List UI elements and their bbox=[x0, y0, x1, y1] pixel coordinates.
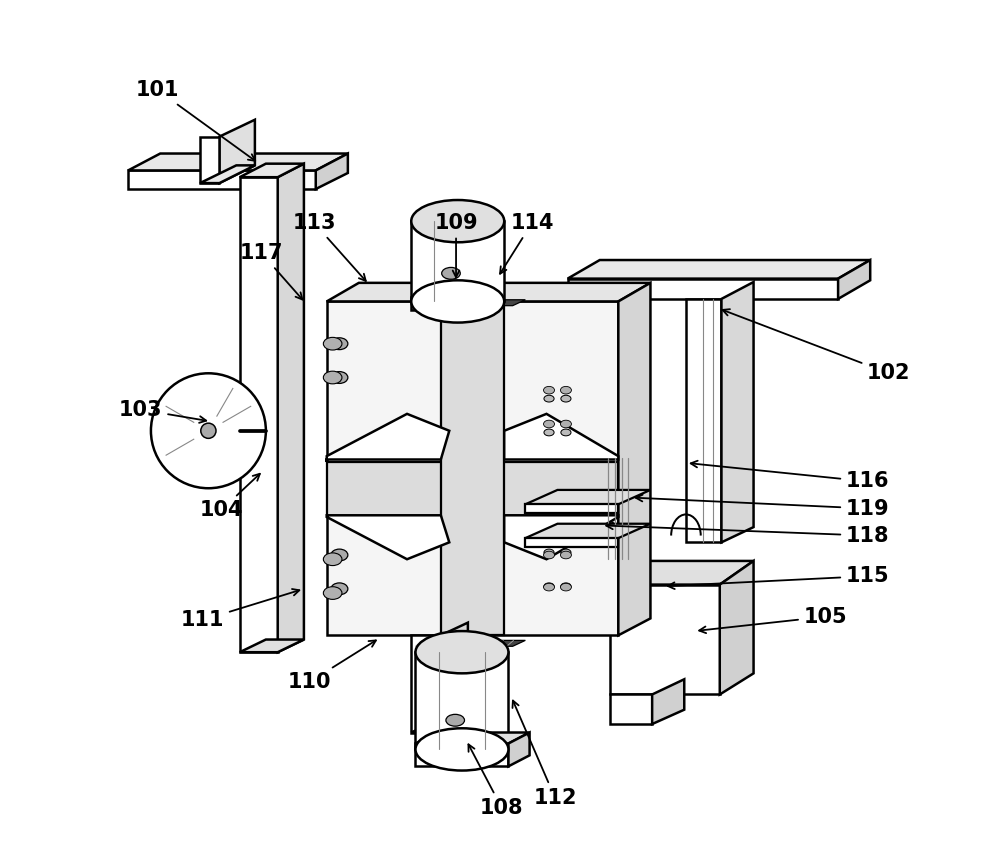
Ellipse shape bbox=[560, 583, 571, 591]
Ellipse shape bbox=[561, 550, 571, 555]
Polygon shape bbox=[721, 282, 754, 543]
Polygon shape bbox=[240, 177, 278, 652]
Text: 104: 104 bbox=[199, 474, 260, 520]
Polygon shape bbox=[411, 640, 525, 646]
Polygon shape bbox=[525, 490, 650, 505]
Polygon shape bbox=[618, 283, 650, 635]
Polygon shape bbox=[504, 414, 618, 460]
Ellipse shape bbox=[544, 429, 554, 436]
Ellipse shape bbox=[411, 200, 504, 243]
Text: 109: 109 bbox=[434, 213, 478, 277]
Polygon shape bbox=[240, 639, 304, 652]
Ellipse shape bbox=[544, 387, 555, 394]
Ellipse shape bbox=[442, 267, 460, 279]
Text: 105: 105 bbox=[699, 606, 847, 633]
Polygon shape bbox=[128, 170, 316, 189]
Text: 111: 111 bbox=[181, 589, 299, 630]
Ellipse shape bbox=[544, 551, 555, 559]
Text: 116: 116 bbox=[691, 460, 889, 492]
Ellipse shape bbox=[411, 281, 504, 322]
Text: 108: 108 bbox=[468, 745, 523, 817]
Polygon shape bbox=[411, 221, 504, 301]
Polygon shape bbox=[327, 283, 650, 301]
Polygon shape bbox=[720, 561, 754, 695]
Polygon shape bbox=[441, 301, 504, 635]
Polygon shape bbox=[411, 297, 441, 310]
Polygon shape bbox=[415, 652, 508, 750]
Polygon shape bbox=[525, 524, 650, 538]
Polygon shape bbox=[327, 462, 618, 517]
Ellipse shape bbox=[561, 429, 571, 436]
Text: 117: 117 bbox=[240, 243, 302, 299]
Polygon shape bbox=[316, 153, 348, 189]
Polygon shape bbox=[411, 635, 441, 733]
Polygon shape bbox=[568, 260, 870, 279]
Polygon shape bbox=[610, 584, 720, 695]
Polygon shape bbox=[838, 260, 870, 298]
Ellipse shape bbox=[323, 338, 342, 350]
Polygon shape bbox=[441, 287, 468, 310]
Ellipse shape bbox=[560, 387, 571, 394]
Text: 103: 103 bbox=[119, 399, 206, 423]
Polygon shape bbox=[128, 153, 348, 170]
Ellipse shape bbox=[544, 550, 554, 555]
Ellipse shape bbox=[201, 423, 216, 438]
Polygon shape bbox=[411, 299, 525, 305]
Ellipse shape bbox=[331, 583, 348, 594]
Polygon shape bbox=[525, 505, 618, 513]
Text: 101: 101 bbox=[136, 81, 255, 161]
Polygon shape bbox=[610, 695, 652, 724]
Text: 119: 119 bbox=[636, 494, 889, 518]
Polygon shape bbox=[508, 733, 530, 767]
Text: 112: 112 bbox=[512, 700, 577, 807]
Ellipse shape bbox=[544, 395, 554, 402]
Ellipse shape bbox=[151, 373, 266, 488]
Ellipse shape bbox=[331, 338, 348, 349]
Ellipse shape bbox=[323, 371, 342, 384]
Polygon shape bbox=[652, 679, 684, 724]
Polygon shape bbox=[200, 137, 219, 183]
Ellipse shape bbox=[561, 583, 571, 589]
Ellipse shape bbox=[331, 550, 348, 561]
Text: 114: 114 bbox=[500, 213, 554, 274]
Polygon shape bbox=[327, 301, 618, 635]
Polygon shape bbox=[504, 516, 618, 559]
Ellipse shape bbox=[561, 395, 571, 402]
Ellipse shape bbox=[415, 631, 508, 673]
Polygon shape bbox=[219, 120, 255, 183]
Polygon shape bbox=[411, 720, 468, 733]
Ellipse shape bbox=[544, 421, 555, 427]
Polygon shape bbox=[278, 164, 304, 652]
Ellipse shape bbox=[323, 553, 342, 566]
Polygon shape bbox=[327, 414, 449, 462]
Ellipse shape bbox=[323, 587, 342, 600]
Ellipse shape bbox=[331, 371, 348, 383]
Text: 110: 110 bbox=[288, 640, 376, 692]
Ellipse shape bbox=[415, 728, 508, 771]
Polygon shape bbox=[686, 298, 721, 543]
Ellipse shape bbox=[544, 583, 554, 589]
Polygon shape bbox=[525, 538, 618, 547]
Polygon shape bbox=[415, 733, 530, 744]
Ellipse shape bbox=[560, 421, 571, 427]
Ellipse shape bbox=[560, 551, 571, 559]
Polygon shape bbox=[240, 164, 304, 177]
Polygon shape bbox=[568, 279, 838, 298]
Polygon shape bbox=[200, 165, 255, 183]
Ellipse shape bbox=[544, 583, 555, 591]
Text: 102: 102 bbox=[723, 310, 911, 383]
Text: 118: 118 bbox=[606, 522, 889, 545]
Ellipse shape bbox=[446, 714, 465, 726]
Text: 115: 115 bbox=[668, 566, 889, 589]
Polygon shape bbox=[327, 516, 449, 559]
Text: 113: 113 bbox=[292, 213, 366, 281]
Polygon shape bbox=[441, 622, 468, 733]
Polygon shape bbox=[610, 561, 754, 584]
Polygon shape bbox=[415, 744, 508, 767]
